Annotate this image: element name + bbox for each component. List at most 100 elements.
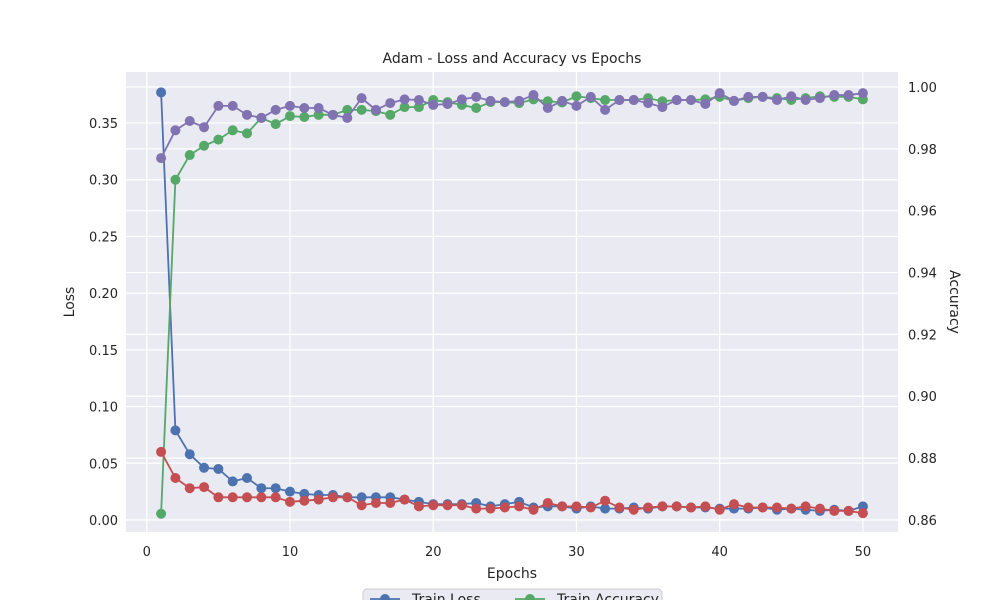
data-point xyxy=(671,501,682,512)
x-axis-label: Epochs xyxy=(487,566,537,582)
data-point xyxy=(514,95,525,106)
data-point xyxy=(628,94,639,105)
data-point xyxy=(485,503,496,514)
data-point xyxy=(342,104,353,115)
data-point xyxy=(428,500,439,511)
data-point xyxy=(843,505,854,516)
legend-label: Train Accuracy xyxy=(556,592,659,600)
data-point xyxy=(542,497,553,508)
data-point xyxy=(657,102,668,113)
data-point xyxy=(385,98,396,109)
data-point xyxy=(284,100,295,111)
y-tick-label: 0.35 xyxy=(89,117,118,132)
x-tick-label: 10 xyxy=(282,545,299,560)
data-point xyxy=(270,492,281,503)
data-point xyxy=(757,91,768,102)
data-point xyxy=(227,476,238,487)
data-point xyxy=(199,140,210,151)
data-point xyxy=(242,473,253,484)
data-point xyxy=(170,425,181,436)
data-point xyxy=(686,94,697,105)
y2-tick-label: 0.98 xyxy=(908,143,937,158)
data-point xyxy=(471,91,482,102)
data-point xyxy=(170,473,181,484)
data-point xyxy=(786,503,797,514)
data-point xyxy=(156,446,167,457)
data-point xyxy=(284,496,295,507)
data-point xyxy=(342,492,353,503)
data-point xyxy=(156,508,167,519)
data-point xyxy=(485,95,496,106)
data-point xyxy=(643,98,654,109)
data-point xyxy=(299,111,310,122)
y-tick-label: 0.00 xyxy=(89,514,118,529)
data-point xyxy=(771,502,782,513)
data-point xyxy=(600,94,611,105)
data-point xyxy=(213,463,224,474)
data-point xyxy=(471,503,482,514)
y-tick-label: 0.10 xyxy=(89,401,118,416)
x-tick-label: 50 xyxy=(855,545,872,560)
data-point xyxy=(184,116,195,127)
data-point xyxy=(614,502,625,513)
data-point xyxy=(800,94,811,105)
data-point xyxy=(814,503,825,514)
data-point xyxy=(399,102,410,113)
data-point xyxy=(471,103,482,114)
data-point xyxy=(284,486,295,497)
data-point xyxy=(313,494,324,505)
data-point xyxy=(399,494,410,505)
data-point xyxy=(814,93,825,104)
data-point xyxy=(600,503,611,514)
data-point xyxy=(170,125,181,136)
data-point xyxy=(600,495,611,506)
data-point xyxy=(242,109,253,120)
data-point xyxy=(413,94,424,105)
data-point xyxy=(686,502,697,513)
legend-label: Train Loss xyxy=(411,592,481,600)
data-point xyxy=(442,500,453,511)
data-point xyxy=(614,94,625,105)
y-tick-label: 0.25 xyxy=(89,230,118,245)
y2-tick-label: 0.90 xyxy=(908,390,937,405)
data-point xyxy=(857,88,868,99)
y-tick-label: 0.20 xyxy=(89,287,118,302)
data-point xyxy=(800,501,811,512)
data-point xyxy=(399,94,410,105)
data-point xyxy=(242,128,253,139)
data-point xyxy=(213,134,224,145)
data-point xyxy=(542,103,553,114)
legend-marker xyxy=(380,594,390,600)
data-point xyxy=(456,94,467,105)
data-point xyxy=(456,500,467,511)
data-point xyxy=(700,99,711,110)
y2-axis-label: Accuracy xyxy=(946,270,962,334)
data-point xyxy=(356,492,367,503)
data-point xyxy=(284,111,295,122)
data-point xyxy=(184,150,195,161)
y2-tick-label: 0.86 xyxy=(908,514,937,529)
y2-tick-label: 0.96 xyxy=(908,205,937,220)
data-point xyxy=(714,88,725,99)
y2-tick-label: 0.92 xyxy=(908,328,937,343)
data-point xyxy=(514,501,525,512)
data-point xyxy=(156,153,167,164)
data-point xyxy=(199,482,210,493)
data-point xyxy=(184,483,195,494)
data-point xyxy=(557,95,568,106)
data-point xyxy=(385,497,396,508)
data-point xyxy=(557,501,568,512)
data-point xyxy=(729,499,740,510)
y-axis-label: Loss xyxy=(62,287,78,318)
data-point xyxy=(327,109,338,120)
data-point xyxy=(571,501,582,512)
data-point xyxy=(714,504,725,515)
data-point xyxy=(571,100,582,111)
x-tick-label: 30 xyxy=(568,545,585,560)
data-point xyxy=(256,112,267,123)
legend-marker xyxy=(525,594,535,600)
data-point xyxy=(657,501,668,512)
data-point xyxy=(528,504,539,515)
data-point xyxy=(843,90,854,101)
